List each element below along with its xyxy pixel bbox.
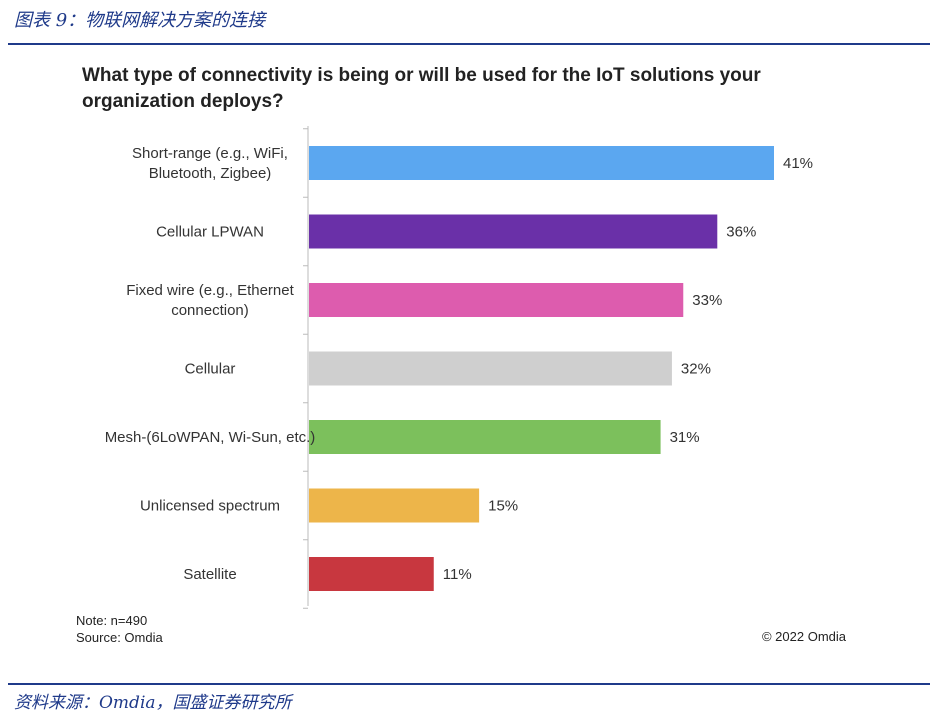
category-label: Cellular LPWAN (156, 224, 264, 241)
category-label: Mesh-(6LoWPAN, Wi-Sun, etc.) (105, 429, 316, 446)
header-divider (8, 43, 930, 45)
bar (309, 214, 718, 249)
source-footer: 资料来源：Omdia，国盛证券研究所 (14, 693, 292, 713)
category-label-line: Fixed wire (e.g., Ethernet (126, 282, 294, 299)
value-label: 31% (670, 429, 700, 446)
category-label: Cellular (185, 361, 236, 378)
copyright: © 2022 Omdia (761, 629, 846, 644)
bar (309, 420, 661, 454)
value-label: 15% (488, 498, 518, 515)
value-label: 32% (681, 361, 711, 378)
category-label-line: Mesh-(6LoWPAN, Wi-Sun, etc.) (105, 429, 316, 446)
chart-notes: Note: n=490 Source: Omdia (76, 612, 163, 646)
bar (309, 557, 434, 591)
category-label-line: Short-range (e.g., WiFi, (132, 145, 288, 162)
bar-chart: 41% Short-range (e.g., WiFi, Bluetooth, Zi… (105, 126, 813, 609)
source-note: Source: Omdia (76, 630, 163, 645)
value-label: 33% (692, 292, 722, 309)
category-label-line: Cellular (185, 361, 236, 378)
category-label: Unlicensed spectrum (140, 498, 280, 515)
footer-divider (8, 683, 930, 685)
value-label: 11% (443, 566, 472, 583)
bar (309, 146, 774, 180)
bar (309, 283, 684, 317)
chart-title: What type of connectivity is being or wi… (82, 65, 761, 112)
value-label: 36% (726, 224, 756, 241)
category-label-line: connection) (171, 302, 249, 319)
value-label: 41% (783, 155, 813, 172)
category-label-line: Bluetooth, Zigbee) (149, 165, 272, 182)
category-label-line: Satellite (183, 566, 236, 583)
category-label: Short-range (e.g., WiFi, Bluetooth, Zigbe… (132, 145, 288, 182)
sample-size-note: Note: n=490 (76, 613, 148, 628)
figure-caption: 图表 9：物联网解决方案的连接 (14, 10, 266, 31)
category-label-line: Cellular LPWAN (156, 224, 264, 241)
bar (309, 351, 672, 386)
category-label: Satellite (183, 566, 236, 583)
bar (309, 488, 480, 523)
category-label-line: Unlicensed spectrum (140, 498, 280, 515)
category-label: Fixed wire (e.g., Ethernet connection) (126, 282, 294, 319)
